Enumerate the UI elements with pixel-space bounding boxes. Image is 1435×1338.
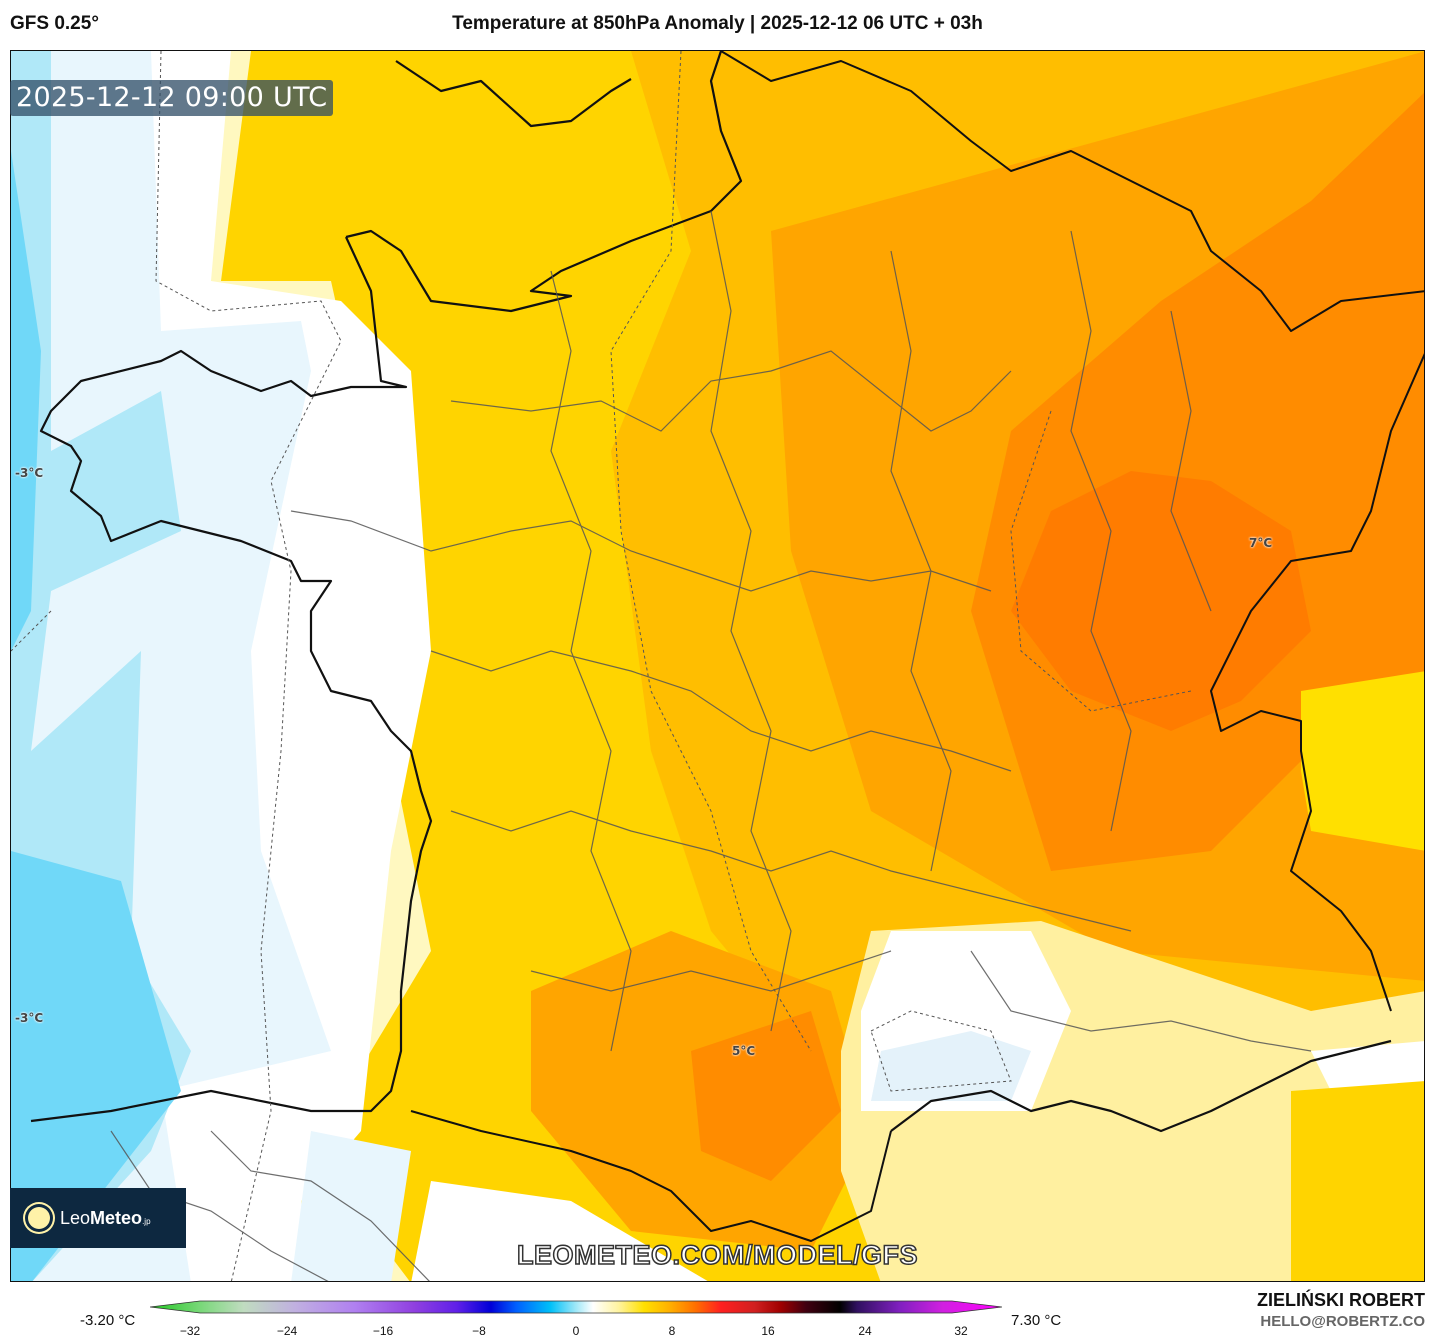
author-email: HELLO@ROBERTZ.CO [1260,1313,1425,1330]
colorbar-tick: 16 [761,1324,775,1338]
colorbar-max-label: 7.30 °C [1011,1312,1062,1329]
colorbar-tick: 0 [572,1324,580,1338]
watermark-url: LEOMETEO.COM/MODEL/GFS [516,1239,918,1271]
colorbar-tick: −16 [372,1324,394,1338]
contour-label: 7°C [1249,536,1273,550]
chart-title: Temperature at 850hPa Anomaly | 2025-12-… [452,13,983,34]
contour-label: -3°C [15,466,44,480]
colorbar-tick: 24 [858,1324,872,1338]
model-name: GFS 0.25° [10,13,99,34]
contour-label: -3°C [15,1011,44,1025]
logo-text: LeoMeteo.jp [60,1207,151,1228]
colorbar-tick: 8 [668,1324,676,1338]
temperature-field [11,51,1424,1281]
valid-time-badge: 2025-12-12 09:00 UTC [10,80,334,116]
anomaly-map: -3°C -3°C 7°C 5°C [10,50,1425,1282]
contour-label: 5°C [732,1044,756,1058]
colorbar-tick: −32 [179,1324,201,1338]
colorbar-tick: −24 [276,1324,298,1338]
colorbar-min-label: -3.20 °C [80,1312,136,1329]
author-name: ZIELIŃSKI ROBERT [1256,1290,1425,1310]
colorbar-tick: 32 [954,1324,968,1338]
colorbar-tick: −8 [472,1324,486,1338]
sun-icon [28,1207,50,1229]
colorbar [150,1300,1002,1314]
leometeo-logo: LeoMeteo.jp [10,1188,186,1248]
